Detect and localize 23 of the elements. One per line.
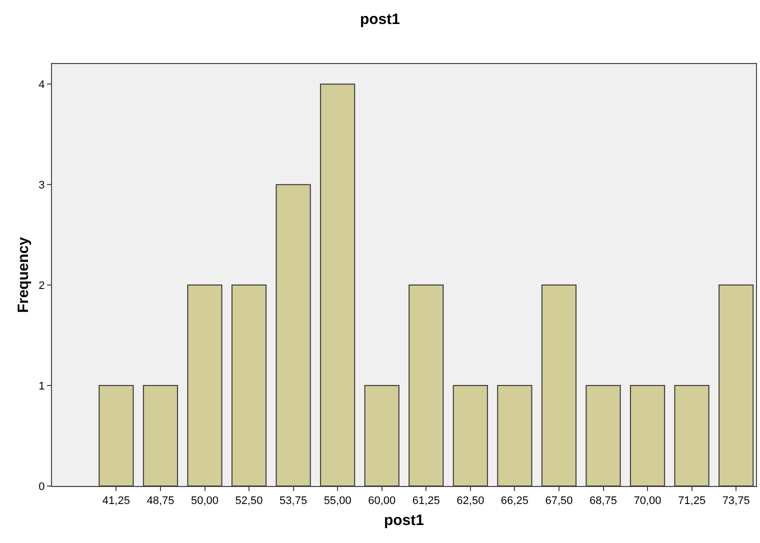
chart-title: post1 — [360, 11, 400, 28]
y-tick-label: 2 — [38, 280, 45, 292]
x-tick-label: 67,50 — [545, 495, 573, 508]
y-tick-label: 1 — [38, 380, 45, 392]
x-tick-label: 41,25 — [102, 495, 130, 508]
x-tick-label: 52,50 — [235, 495, 263, 508]
y-tick-label: 4 — [38, 78, 45, 91]
x-tick-label: 61,25 — [412, 495, 440, 508]
x-tick-label: 71,25 — [678, 495, 706, 508]
x-tick-label: 48,75 — [146, 495, 174, 508]
x-tick-label: 50,00 — [190, 495, 219, 508]
x-tick-label: 53,75 — [280, 495, 308, 508]
x-tick-label: 73,75 — [722, 495, 750, 508]
y-tick-label: 0 — [38, 480, 45, 493]
x-tick-label: 66,25 — [500, 495, 528, 508]
x-tick-label: 60,00 — [368, 495, 396, 508]
x-axis-title: post1 — [384, 512, 424, 530]
x-tick-label: 62,50 — [456, 495, 484, 508]
y-axis-title: Frequency — [14, 236, 32, 313]
x-tick-label: 55,00 — [324, 495, 352, 508]
y-tick-label: 3 — [38, 179, 45, 192]
x-tick-label: 68,75 — [589, 495, 618, 508]
x-tick-label: 70,00 — [634, 495, 662, 508]
